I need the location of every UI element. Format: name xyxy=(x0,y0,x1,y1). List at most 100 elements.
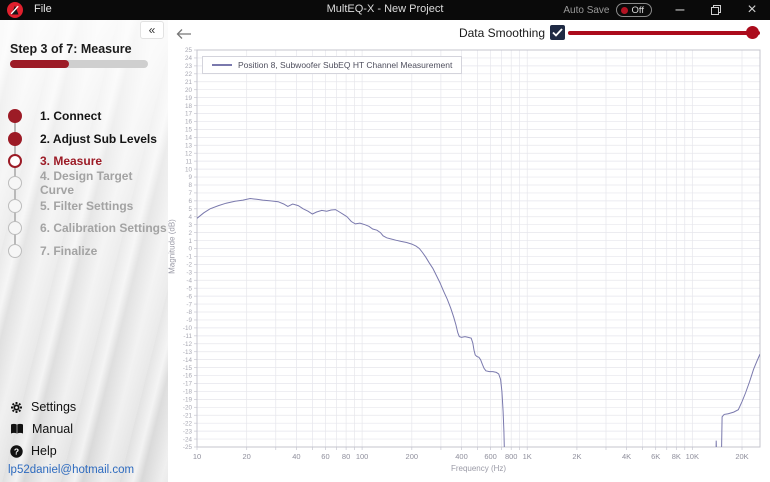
back-arrow-button[interactable] xyxy=(176,27,192,45)
book-icon xyxy=(11,423,23,434)
autosave-label: Auto Save xyxy=(563,4,610,16)
step-item-1[interactable]: 1. Connect xyxy=(0,105,168,127)
svg-text:6K: 6K xyxy=(651,452,660,461)
svg-text:-19: -19 xyxy=(183,397,193,404)
step-item-7[interactable]: 7. Finalize xyxy=(0,239,168,261)
svg-text:-16: -16 xyxy=(183,373,193,380)
svg-text:-11: -11 xyxy=(183,333,192,340)
checkmark-icon xyxy=(552,28,563,37)
step-progress-fill xyxy=(10,60,70,68)
svg-text:1: 1 xyxy=(188,238,192,245)
measurement-chart: -25 -24 -23 -22 -21 -20 -19 -18 -17 -16 -15 -14 -13-… xyxy=(168,46,770,482)
step-item-5[interactable]: 5. Filter Settings xyxy=(0,195,168,217)
svg-text:2K: 2K xyxy=(572,452,581,461)
svg-text:0: 0 xyxy=(188,246,192,253)
step-label: 4. Design Target Curve xyxy=(40,169,133,198)
step-dot xyxy=(8,153,22,168)
svg-text:10: 10 xyxy=(185,166,193,173)
svg-text:5: 5 xyxy=(188,206,192,213)
svg-text:19: 19 xyxy=(185,95,193,102)
svg-text:18: 18 xyxy=(185,103,193,110)
svg-text:-6: -6 xyxy=(186,293,192,300)
svg-text:13: 13 xyxy=(185,142,193,149)
manual-button[interactable]: Manual xyxy=(10,422,73,436)
step-label: 2. Adjust Sub Levels xyxy=(40,131,157,146)
step-dot xyxy=(8,198,22,213)
chart-canvas: -25-24-23-22-21-20-19-18-17-16-15-14-13-… xyxy=(183,47,761,461)
step-progress-bar xyxy=(10,60,148,68)
svg-text:-25: -25 xyxy=(183,444,193,451)
step-item-2[interactable]: 2. Adjust Sub Levels xyxy=(0,127,168,149)
measurement-curve xyxy=(715,440,717,447)
data-smoothing-label: Data Smoothing xyxy=(458,26,545,40)
svg-text:?: ? xyxy=(14,446,19,456)
svg-text:10: 10 xyxy=(193,452,201,461)
svg-text:-9: -9 xyxy=(186,317,192,324)
svg-text:21: 21 xyxy=(185,79,193,86)
step-label: 7. Finalize xyxy=(40,243,98,258)
svg-text:12: 12 xyxy=(185,150,193,157)
gear-icon xyxy=(11,401,22,413)
svg-text:-5: -5 xyxy=(186,285,192,292)
measurement-curve xyxy=(197,197,505,447)
svg-text:-2: -2 xyxy=(186,262,192,269)
autosave-state: Off xyxy=(631,4,645,16)
svg-text:600: 600 xyxy=(484,452,497,461)
audyssey-logo-icon xyxy=(7,2,23,18)
account-email-link[interactable]: lp52daniel@hotmail.com xyxy=(8,464,135,476)
svg-text:-14: -14 xyxy=(183,357,193,364)
autosave-status-dot xyxy=(620,6,628,14)
manual-label: Manual xyxy=(32,422,73,436)
step-label: 1. Connect xyxy=(40,109,102,124)
svg-text:8K: 8K xyxy=(672,452,681,461)
help-button[interactable]: ? Help xyxy=(10,444,57,458)
close-button[interactable]: × xyxy=(747,1,757,18)
svg-text:40: 40 xyxy=(292,452,300,461)
collapse-sidebar-button[interactable]: « xyxy=(140,21,164,39)
step-dot xyxy=(8,176,22,191)
svg-text:-17: -17 xyxy=(183,381,193,388)
svg-text:10K: 10K xyxy=(686,452,699,461)
svg-text:11: 11 xyxy=(185,158,192,165)
help-icon: ? xyxy=(10,444,23,458)
svg-text:-1: -1 xyxy=(186,254,192,261)
svg-text:-8: -8 xyxy=(186,309,192,316)
autosave-control: Auto Save Off xyxy=(563,3,652,17)
file-menu[interactable]: File xyxy=(34,3,52,15)
svg-text:-7: -7 xyxy=(186,301,192,308)
step-item-3[interactable]: 3. Measure xyxy=(0,150,168,172)
svg-text:14: 14 xyxy=(185,135,193,142)
svg-text:1K: 1K xyxy=(523,452,532,461)
svg-text:3: 3 xyxy=(188,222,192,229)
step-dot xyxy=(8,109,22,124)
svg-text:800: 800 xyxy=(505,452,518,461)
measurement-curve xyxy=(721,353,760,447)
help-label: Help xyxy=(31,444,57,458)
chart-legend: Position 8, Subwoofer SubEQ HT Channel M… xyxy=(202,56,463,74)
svg-text:-22: -22 xyxy=(183,420,193,427)
slider-track[interactable] xyxy=(568,31,760,35)
svg-text:9: 9 xyxy=(188,174,192,181)
sidebar: « Step 3 of 7: Measure 1. Connect 2. Adju… xyxy=(0,20,168,482)
settings-label: Settings xyxy=(31,400,77,414)
step-item-6[interactable]: 6. Calibration Settings xyxy=(0,217,168,239)
data-smoothing-checkbox[interactable] xyxy=(550,25,565,40)
svg-text:16: 16 xyxy=(185,119,193,126)
svg-text:25: 25 xyxy=(185,47,193,54)
settings-button[interactable]: Settings xyxy=(10,400,76,414)
svg-text:-12: -12 xyxy=(183,341,193,348)
minimize-button[interactable]: – xyxy=(675,1,685,18)
svg-text:-20: -20 xyxy=(183,405,193,412)
restore-button[interactable] xyxy=(698,0,734,20)
slider-thumb[interactable] xyxy=(746,26,759,39)
svg-text:4: 4 xyxy=(188,214,192,221)
step-item-4[interactable]: 4. Design Target Curve xyxy=(0,169,168,198)
step-label: 5. Filter Settings xyxy=(40,198,134,213)
autosave-toggle[interactable]: Off xyxy=(615,3,652,17)
svg-text:7: 7 xyxy=(188,190,192,197)
svg-text:-24: -24 xyxy=(183,436,193,443)
legend-label: Position 8, Subwoofer SubEQ HT Channel M… xyxy=(238,60,453,70)
svg-text:20: 20 xyxy=(185,87,193,94)
main-panel: Data Smoothing -25 -24 -23 -22 -21 -20 -19 -18-… xyxy=(168,20,770,482)
svg-text:20K: 20K xyxy=(735,452,748,461)
